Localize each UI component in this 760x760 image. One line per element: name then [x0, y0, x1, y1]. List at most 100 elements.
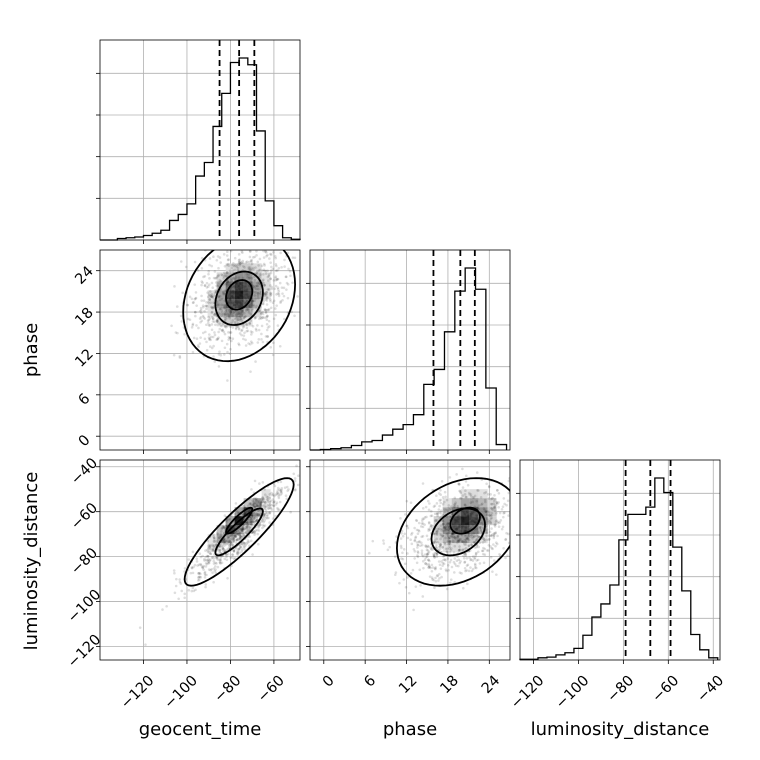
scatter-point	[217, 336, 220, 339]
scatter-point	[459, 515, 463, 519]
scatter-point	[458, 538, 462, 541]
scatter-point	[253, 497, 256, 500]
scatter-point	[246, 529, 249, 533]
scatter-point	[218, 279, 222, 282]
contour-line	[430, 507, 486, 557]
scatter-point	[173, 285, 176, 288]
scatter-point	[203, 337, 207, 341]
scatter-point	[470, 512, 473, 516]
scatter-point	[233, 531, 236, 534]
scatter-point	[235, 325, 239, 328]
scatter-point	[223, 318, 227, 322]
hist-panel-phase	[306, 249, 511, 454]
scatter-point	[209, 335, 213, 339]
scatter-point	[246, 275, 249, 279]
scatter-point	[434, 545, 438, 549]
scatter-point	[276, 287, 280, 291]
scatter-point	[421, 482, 425, 485]
scatter-point	[225, 555, 228, 559]
scatter-point	[250, 341, 254, 345]
scatter-point	[238, 527, 242, 531]
scatter-point	[388, 545, 392, 549]
scatter-point	[180, 589, 184, 593]
scatter-point	[264, 511, 268, 515]
scatter-point	[447, 536, 451, 539]
scatter-point	[236, 549, 239, 553]
scatter-point	[277, 492, 280, 496]
scatter-point	[266, 504, 270, 507]
scatter-point	[252, 505, 256, 509]
scatter-point	[205, 573, 208, 577]
scatter-point	[223, 313, 226, 316]
scatter-point	[248, 535, 251, 538]
scatter-point	[230, 309, 233, 313]
scatter-point	[256, 513, 259, 517]
scatter-point	[438, 543, 442, 547]
scatter-point	[228, 289, 232, 292]
scatter-point	[495, 573, 498, 576]
scatter-point	[276, 491, 280, 495]
scatter-point	[230, 543, 234, 546]
scatter-point	[458, 525, 462, 528]
scatter-point	[218, 307, 222, 311]
scatter-point	[428, 565, 432, 569]
scatter-point	[441, 502, 445, 506]
scatter-point	[222, 330, 226, 334]
scatter-point	[494, 522, 497, 526]
scatter-point	[489, 517, 493, 521]
scatter-point	[245, 525, 249, 529]
scatter-point	[436, 511, 439, 515]
scatter-point	[226, 535, 230, 539]
scatter-point	[241, 527, 244, 531]
scatter-point	[453, 505, 456, 509]
scatter-point	[416, 555, 420, 559]
scatter-point	[413, 557, 416, 560]
scatter-point	[402, 578, 406, 581]
scatter-point	[237, 343, 241, 347]
scatter-point	[234, 535, 238, 539]
scatter-point	[406, 576, 409, 579]
scatter-point	[239, 521, 242, 525]
scatter-point	[256, 292, 260, 295]
scatter-point	[237, 547, 240, 551]
scatter-point	[232, 301, 236, 305]
scatter-point	[212, 344, 215, 348]
scatter-point	[464, 540, 467, 544]
scatter-point	[292, 472, 296, 476]
scatter-point	[245, 289, 249, 292]
scatter-point	[275, 501, 279, 505]
scatter-point	[222, 547, 226, 551]
scatter-point	[236, 552, 239, 555]
scatter-point	[251, 503, 254, 507]
scatter-point	[236, 533, 239, 536]
scatter-point	[251, 300, 255, 303]
scatter-point	[440, 535, 443, 539]
scatter-point	[441, 513, 445, 517]
scatter-point	[468, 524, 471, 527]
scatter-point	[270, 508, 274, 511]
scatter-point	[249, 259, 253, 263]
scatter-point	[484, 510, 488, 513]
scatter-point	[221, 546, 225, 550]
scatter-point	[262, 273, 265, 276]
density-cell	[207, 543, 217, 553]
scatter-point	[274, 307, 277, 310]
scatter-point	[427, 521, 431, 525]
scatter-point	[190, 326, 194, 329]
scatter-point	[293, 488, 297, 491]
scatter-point	[272, 317, 276, 321]
scatter-point	[457, 549, 461, 552]
scatter-point	[453, 496, 457, 500]
scatter-point	[433, 551, 437, 555]
scatter-point	[247, 276, 251, 280]
scatter-point	[233, 533, 237, 536]
scatter-point	[443, 526, 447, 530]
scatter-point	[213, 270, 217, 273]
scatter-point	[399, 544, 403, 548]
scatter-point	[276, 286, 280, 289]
scatter-point	[229, 250, 233, 253]
scatter-point	[246, 329, 250, 333]
scatter-point	[225, 342, 229, 346]
scatter-point	[276, 269, 279, 272]
scatter-point	[259, 509, 262, 512]
